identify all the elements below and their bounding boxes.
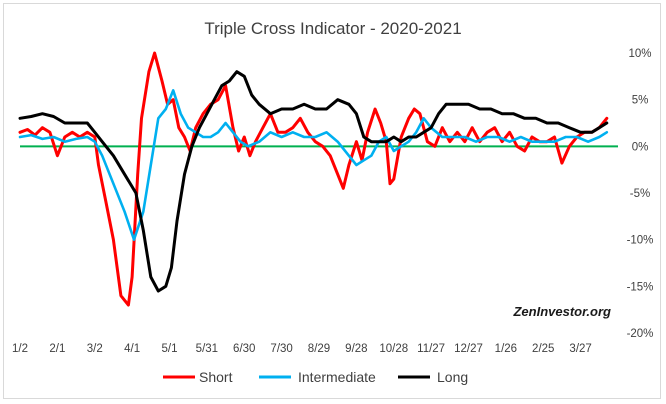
- x-axis-tick-labels: 1/2 2/1 3/2 4/1 5/1 5/31 6/30 7/30 8/29 9/28 10/28…: [12, 343, 592, 355]
- y-tick-label: 10%: [628, 48, 651, 60]
- x-tick-label: 5/1: [162, 343, 178, 355]
- x-tick-label: 1/2: [12, 343, 28, 355]
- x-tick-label: 9/28: [345, 343, 367, 355]
- x-tick-label: 11/27: [417, 343, 445, 355]
- x-tick-label: 3/2: [87, 343, 103, 355]
- x-tick-label: 10/28: [379, 343, 408, 355]
- x-tick-label: 2/1: [49, 343, 65, 355]
- legend-label-long: Long: [437, 369, 468, 385]
- x-tick-label: 5/31: [196, 343, 218, 355]
- x-tick-label: 7/30: [270, 343, 292, 355]
- legend-label-short: Short: [199, 369, 233, 385]
- x-tick-label: 2/25: [532, 343, 554, 355]
- y-tick-label: -5%: [630, 188, 650, 200]
- x-tick-label: 3/27: [569, 343, 591, 355]
- x-tick-label: 6/30: [233, 343, 255, 355]
- y-axis-tick-labels: 10% 5% 0% -5% -10% -15% -20%: [627, 48, 654, 340]
- x-tick-label: 4/1: [124, 343, 140, 355]
- series-line-short: [18, 51, 609, 307]
- y-tick-label: 5%: [632, 95, 649, 107]
- x-tick-label: 8/29: [308, 343, 330, 355]
- y-tick-label: 0%: [632, 141, 649, 153]
- legend-label-intermediate: Intermediate: [298, 369, 376, 385]
- series-line-intermediate: [18, 89, 609, 241]
- y-tick-label: -10%: [627, 235, 654, 247]
- chart-title: Triple Cross Indicator - 2020-2021: [204, 19, 461, 38]
- chart-frame: [3, 3, 661, 399]
- y-tick-label: -15%: [627, 281, 654, 293]
- x-tick-label: 12/27: [454, 343, 483, 355]
- watermark-text: ZenInvestor.org: [512, 304, 611, 319]
- series-lines: [18, 51, 609, 307]
- series-line-long: [18, 70, 609, 293]
- y-tick-label: -20%: [627, 328, 654, 340]
- legend: Short Intermediate Long: [163, 369, 468, 385]
- x-tick-label: 1/26: [495, 343, 517, 355]
